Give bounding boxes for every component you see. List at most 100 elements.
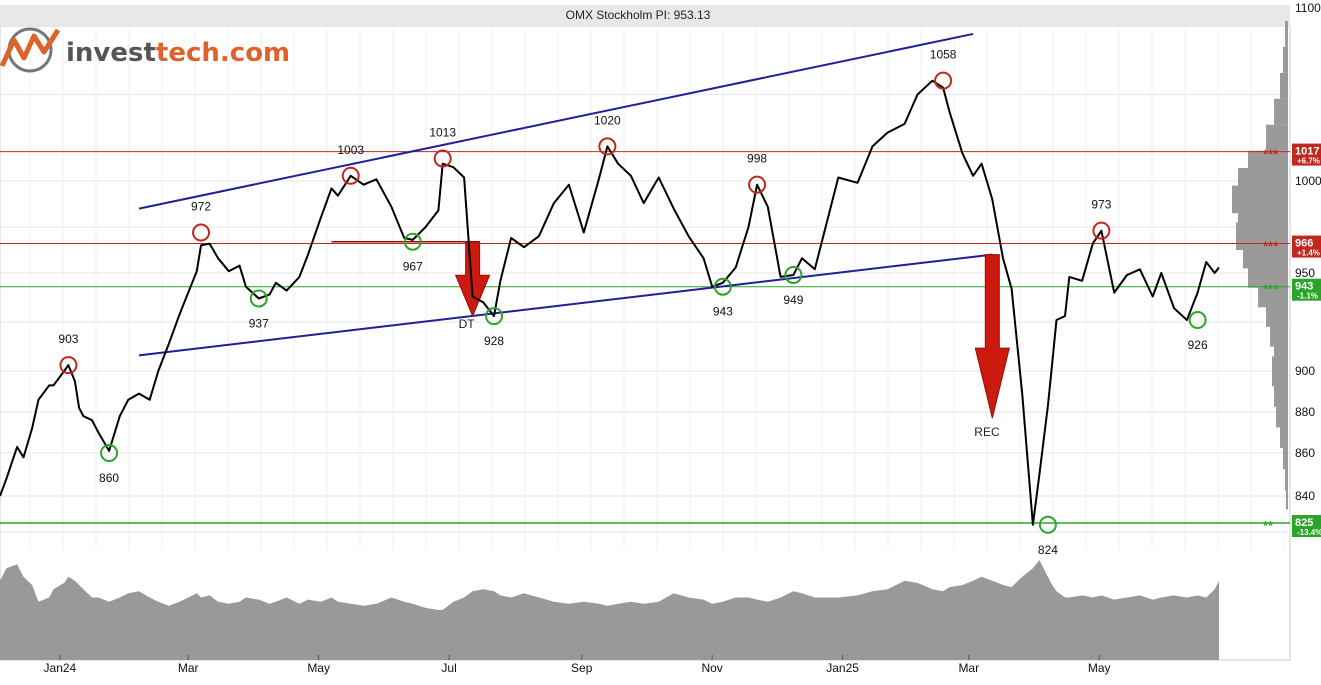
- trough-label: 937: [249, 316, 269, 330]
- level-price-label: 966: [1295, 238, 1313, 250]
- x-tick-label: Mar: [178, 661, 199, 675]
- peak-marker: [341, 166, 360, 185]
- peak-label: 1020: [594, 113, 621, 127]
- peak-label: 998: [747, 152, 767, 166]
- trend-line-channel-lower: [138, 253, 993, 357]
- level-price-label: 825: [1295, 517, 1313, 529]
- trough-label: 943: [713, 305, 733, 319]
- investtech-logo: investtech.com: [0, 27, 290, 73]
- level-badge: [1292, 143, 1321, 166]
- plot-background: [0, 25, 1291, 661]
- trough-marker: [1188, 311, 1207, 330]
- level-price-label: 943: [1295, 281, 1313, 293]
- volume-profile-bar: [1274, 98, 1288, 125]
- level-percent-label: +1.4%: [1297, 249, 1320, 258]
- volume-area: [0, 560, 1219, 660]
- extreme-markers: 903 972 1003 1013 1020 998 1058 973 860 937 967 928…: [58, 48, 1208, 557]
- logo-icon: [0, 27, 61, 73]
- peak-marker: [1092, 221, 1111, 240]
- volume-profile-bar: [1283, 437, 1288, 470]
- trough-label: 824: [1038, 543, 1058, 557]
- level-stars: ***: [1263, 147, 1279, 162]
- peak-label: 973: [1091, 198, 1111, 212]
- title-bar: [0, 5, 1290, 25]
- volume-profile: [1232, 20, 1288, 510]
- level-percent-label: -13.4%: [1297, 528, 1321, 537]
- trough-label: 967: [403, 260, 423, 274]
- trough-marker: [249, 289, 268, 308]
- y-tick-label: 860: [1295, 446, 1315, 460]
- pattern-arrow: [974, 254, 1010, 419]
- x-tick-label: Mar: [958, 661, 979, 675]
- x-tick-label: May: [307, 661, 330, 675]
- trough-marker: [485, 307, 504, 326]
- pattern-label: DT: [459, 317, 476, 331]
- level-percent-label: -1.1%: [1297, 292, 1318, 301]
- trough-marker: [1038, 515, 1057, 534]
- volume-profile-bar: [1280, 417, 1288, 448]
- level-stars: **: [1263, 518, 1274, 533]
- level-percent-label: +6.7%: [1297, 157, 1320, 166]
- peak-label: 1058: [930, 48, 957, 62]
- y-tick-label: 1100: [1295, 1, 1321, 15]
- volume-area-fill: [0, 560, 1219, 660]
- x-tick-label: Jul: [441, 661, 456, 675]
- trough-marker: [100, 444, 119, 462]
- peak-marker: [598, 137, 617, 156]
- support-resistance-levels: *** 1017+6.7%*** 966+1.4%*** 943-1.1%** 825-…: [0, 143, 1321, 537]
- logo-wordmark: investtech.com: [66, 38, 290, 68]
- trough-label: 926: [1188, 338, 1208, 352]
- y-tick-label: 1000: [1295, 174, 1321, 188]
- price-series: [0, 79, 1220, 526]
- trough-label: 949: [783, 293, 803, 307]
- y-tick-label: 900: [1295, 364, 1315, 378]
- peak-marker: [433, 149, 452, 168]
- peak-marker: [59, 356, 78, 375]
- level-badge: [1292, 278, 1321, 301]
- price-line: [0, 79, 1220, 526]
- volume-profile-bar: [1266, 124, 1288, 151]
- level-stars: ***: [1263, 239, 1279, 254]
- pattern-arrow: [454, 241, 491, 318]
- level-price-label: 1017: [1295, 146, 1319, 158]
- peak-marker: [748, 175, 767, 194]
- peak-marker: [192, 223, 211, 242]
- y-axis: 840 860 880 900 950 1000 1100: [1295, 1, 1321, 503]
- level-badge: [1292, 515, 1321, 537]
- chart-title: OMX Stockholm PI: 953.13: [566, 8, 711, 22]
- y-tick-label: 950: [1295, 266, 1315, 280]
- x-tick-label: Nov: [701, 661, 722, 675]
- trough-marker: [713, 277, 732, 296]
- trend-line-channel-upper: [138, 32, 974, 210]
- peak-label: 972: [191, 200, 211, 214]
- trough-label: 928: [484, 334, 504, 348]
- volume-profile-bar: [1280, 72, 1288, 99]
- plot-area: [0, 25, 1291, 661]
- level-stars: ***: [1263, 282, 1279, 297]
- x-tick-label: Sep: [571, 661, 593, 675]
- volume-profile-bar: [1286, 479, 1288, 510]
- peak-label: 1013: [429, 126, 456, 140]
- trough-label: 860: [99, 471, 119, 485]
- x-tick-label: Jan24: [44, 661, 77, 675]
- x-axis: Jan24 Mar May Jul Sep Nov Jan25 Mar May: [44, 655, 1111, 675]
- peak-label: 903: [58, 332, 78, 346]
- trend-channel: [138, 32, 993, 357]
- volume-profile-bar: [1283, 46, 1288, 73]
- grid-lines: [0, 26, 1290, 550]
- volume-profile-bar: [1285, 458, 1288, 491]
- pattern-label: REC: [974, 425, 1000, 439]
- peak-marker: [934, 71, 953, 90]
- x-tick-label: May: [1088, 661, 1111, 675]
- pattern-markers: DT REC: [331, 240, 1010, 439]
- y-tick-label: 880: [1295, 405, 1315, 419]
- volume-profile-bar: [1285, 20, 1288, 47]
- y-tick-label: 840: [1295, 489, 1315, 503]
- peak-label: 1003: [337, 143, 364, 157]
- trough-marker: [784, 265, 803, 284]
- trough-marker: [403, 232, 422, 251]
- level-badge: [1292, 235, 1321, 258]
- x-tick-label: Jan25: [826, 661, 859, 675]
